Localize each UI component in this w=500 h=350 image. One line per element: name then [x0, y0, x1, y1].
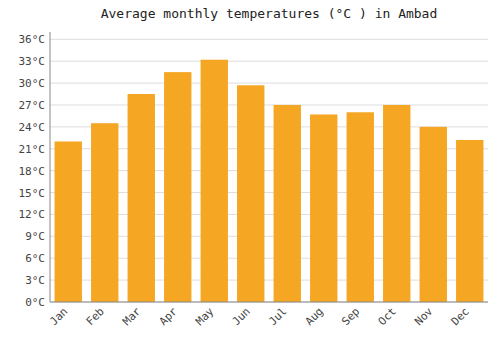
y-tick-label: 15°C — [19, 187, 46, 200]
x-tick-label: Dec — [449, 305, 472, 328]
grid-line — [50, 83, 488, 84]
y-tick-label: 21°C — [19, 143, 46, 156]
bars — [55, 60, 484, 302]
x-tick-label: Sep — [339, 305, 362, 328]
y-tick-label: 33°C — [19, 55, 46, 68]
grid-line — [50, 302, 488, 303]
chart: Average monthly temperatures (°C ) in Am… — [0, 0, 500, 350]
x-tick-label: Aug — [303, 305, 326, 328]
y-tick-label: 0°C — [25, 296, 45, 309]
y-tick-label: 18°C — [19, 165, 46, 178]
bar — [310, 114, 337, 302]
x-tick-label: Jul — [266, 305, 289, 328]
y-tick-label: 24°C — [19, 121, 46, 134]
x-tick-label: May — [193, 305, 217, 329]
bar — [274, 105, 301, 302]
bar — [456, 140, 483, 302]
bar — [91, 123, 118, 302]
bar — [383, 105, 410, 302]
y-tick-label: 30°C — [19, 77, 46, 90]
bar — [55, 141, 82, 302]
x-tick-label: Jun — [230, 305, 253, 328]
bar — [201, 60, 228, 302]
y-tick-label: 6°C — [25, 252, 45, 265]
y-axis-line — [50, 32, 51, 302]
x-tick-label: Oct — [376, 305, 399, 328]
bar — [420, 127, 447, 302]
y-tick-label: 3°C — [25, 274, 45, 287]
grid-line — [50, 61, 488, 62]
x-tick-label: Nov — [412, 305, 436, 329]
grid-line — [50, 104, 488, 105]
x-tick-label: Apr — [157, 305, 181, 329]
x-axis-line — [50, 302, 488, 303]
bar — [128, 94, 155, 302]
x-tick-label: Feb — [84, 305, 107, 328]
bar — [237, 85, 264, 302]
x-tick-label: Mar — [120, 305, 144, 329]
y-tick-label: 36°C — [19, 33, 46, 46]
title: Average monthly temperatures (°C ) in Am… — [101, 6, 438, 21]
y-tick-label: 12°C — [19, 208, 46, 221]
bar — [347, 112, 374, 302]
grid-line — [50, 39, 488, 40]
y-tick-label: 27°C — [19, 99, 46, 112]
x-tick-label: Jan — [47, 305, 70, 328]
y-tick-label: 9°C — [25, 230, 45, 243]
bar — [164, 72, 191, 302]
